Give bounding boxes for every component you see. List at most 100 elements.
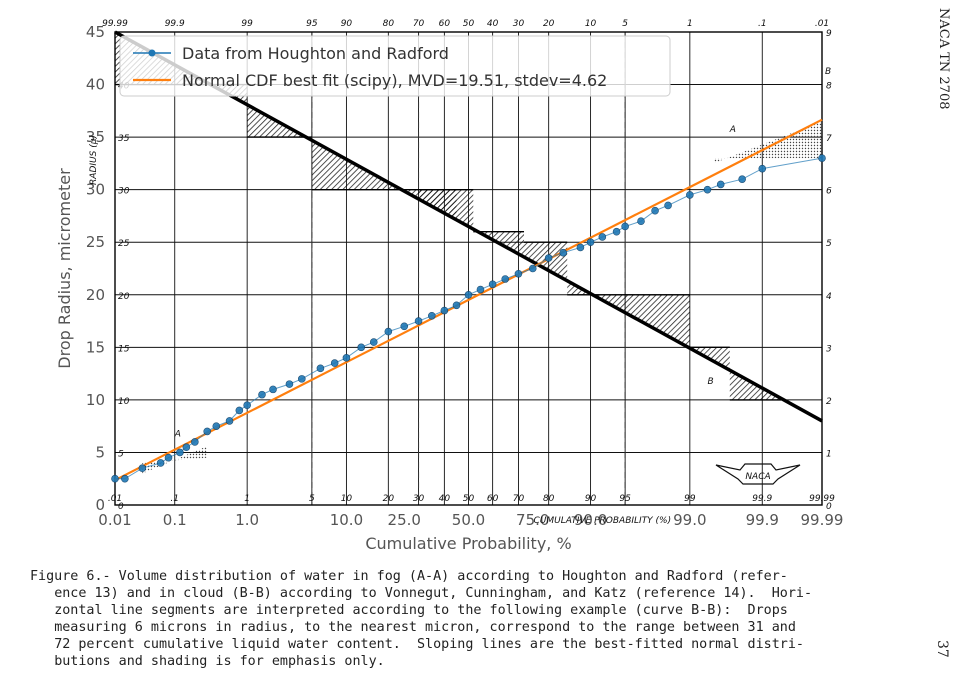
y-tick-label: 45 <box>86 23 105 41</box>
x-tick-label: 75.0 <box>516 511 549 529</box>
data-point <box>612 227 621 236</box>
y-axis-label: Drop Radius, micrometer <box>55 168 74 369</box>
top-tick-label: 50 <box>463 19 475 29</box>
top-tick-label: 80 <box>383 19 395 29</box>
bottom-inner-tick-label: 95 <box>619 494 631 504</box>
data-point <box>651 206 659 215</box>
right-tick-label: 5 <box>826 239 832 249</box>
data-point <box>164 453 173 462</box>
y-tick-label: 15 <box>86 338 105 356</box>
x-tick-label: 10.0 <box>330 511 363 529</box>
data-point <box>428 311 436 320</box>
right-tick-label: 1 <box>826 449 832 459</box>
y-tick-label: 5 <box>95 443 105 461</box>
top-tick-label: 10 <box>585 19 597 29</box>
x-tick-label: 99.9 <box>746 511 779 529</box>
bottom-inner-tick-label: 90 <box>585 494 597 504</box>
data-point <box>501 275 509 283</box>
fit-line <box>114 118 823 482</box>
dotted-region-a <box>142 446 208 474</box>
curve-b-line <box>114 30 823 423</box>
bottom-inner-tick-label: 50 <box>463 494 475 504</box>
chart-svg: 05101520253035404505101520253035400.010.… <box>55 19 843 553</box>
top-tick-label: 95 <box>306 19 318 29</box>
hatch-region-b <box>418 189 474 230</box>
inner-y-axis-label: RADIUS (μ) <box>89 135 99 185</box>
curve-label: B <box>707 377 713 387</box>
data-point <box>384 327 393 336</box>
y-tick-label: 30 <box>86 181 105 199</box>
top-tick-label: .01 <box>815 19 829 29</box>
page-number: 37 <box>934 640 950 658</box>
data-point <box>758 164 767 173</box>
inner-y-tick-label: 30 <box>118 187 130 197</box>
right-tick-label: 3 <box>826 344 832 354</box>
data-point <box>414 317 423 325</box>
x-tick-label: 90.0 <box>574 511 607 529</box>
bottom-inner-tick-label: 30 <box>413 494 425 504</box>
hatch-region-b <box>635 294 690 349</box>
dotted-region-a <box>713 121 822 164</box>
y-tick-label: 35 <box>86 128 105 146</box>
top-tick-label: 99.99 <box>102 19 128 29</box>
top-tick-label: 5 <box>622 19 628 29</box>
x-tick-label: 25.0 <box>388 511 421 529</box>
inner-y-tick-label: 25 <box>118 239 130 249</box>
data-point <box>342 354 351 362</box>
data-point <box>598 233 607 241</box>
data-point <box>452 301 461 310</box>
data-point <box>637 217 645 225</box>
data-point <box>544 254 553 262</box>
naca-logo-text: NACA <box>745 472 770 482</box>
inner-y-tick-label: 5 <box>118 449 124 459</box>
data-point <box>440 306 449 315</box>
legend-marker-point-0 <box>148 49 156 57</box>
data-point <box>212 422 221 430</box>
data-point <box>576 243 585 252</box>
legend-label-1: Normal CDF best fit (scipy), MVD=19.51, … <box>182 71 607 90</box>
bottom-inner-tick-label: 20 <box>383 494 395 504</box>
data-point <box>235 406 244 415</box>
data-point <box>316 364 325 373</box>
bottom-inner-tick-label: 5 <box>309 494 315 504</box>
inner-y-tick-label: 35 <box>118 134 130 144</box>
data-point <box>559 248 568 257</box>
data-point <box>476 285 485 294</box>
plot-frame <box>114 31 823 506</box>
legend-label-0: Data from Houghton and Radford <box>182 44 449 63</box>
x-tick-label: 99.99 <box>801 511 844 529</box>
inner-y-tick-label: 15 <box>118 344 130 354</box>
bottom-inner-tick-label: 80 <box>543 494 555 504</box>
data-point <box>156 459 165 467</box>
bottom-inner-tick-label: 99.9 <box>752 494 772 504</box>
bottom-inner-tick-label: 70 <box>513 494 525 504</box>
top-tick-label: 20 <box>543 19 555 29</box>
legend-box <box>119 35 671 97</box>
data-point <box>488 280 497 289</box>
bottom-inner-tick-label: 99.99 <box>809 494 835 504</box>
data-point <box>818 154 826 162</box>
top-tick-label: 90 <box>341 19 353 29</box>
data-point <box>528 264 537 273</box>
data-point <box>225 417 234 425</box>
data-point <box>182 443 191 451</box>
data-point <box>586 238 595 247</box>
y-tick-label: 20 <box>86 286 105 304</box>
top-tick-label: 30 <box>513 19 525 29</box>
fit-line-layer <box>114 118 823 482</box>
side-note: NACA TN 2708 <box>936 8 951 110</box>
right-tick-label: 2 <box>826 397 832 407</box>
data-point <box>330 359 339 367</box>
data-point <box>258 390 266 399</box>
curve-label: A <box>729 125 736 135</box>
bottom-inner-tick-label: 99 <box>684 494 696 504</box>
top-tick-label: 70 <box>413 19 425 29</box>
tick-labels-layer: 05101520253035404505101520253035400.010.… <box>55 19 843 553</box>
top-tick-label: 40 <box>487 19 499 29</box>
data-point <box>621 222 629 231</box>
top-tick-label: 60 <box>439 19 451 29</box>
data-point <box>121 474 129 483</box>
data-point <box>369 338 378 346</box>
inner-y-tick-label: 20 <box>118 292 130 302</box>
data-point <box>400 322 409 331</box>
